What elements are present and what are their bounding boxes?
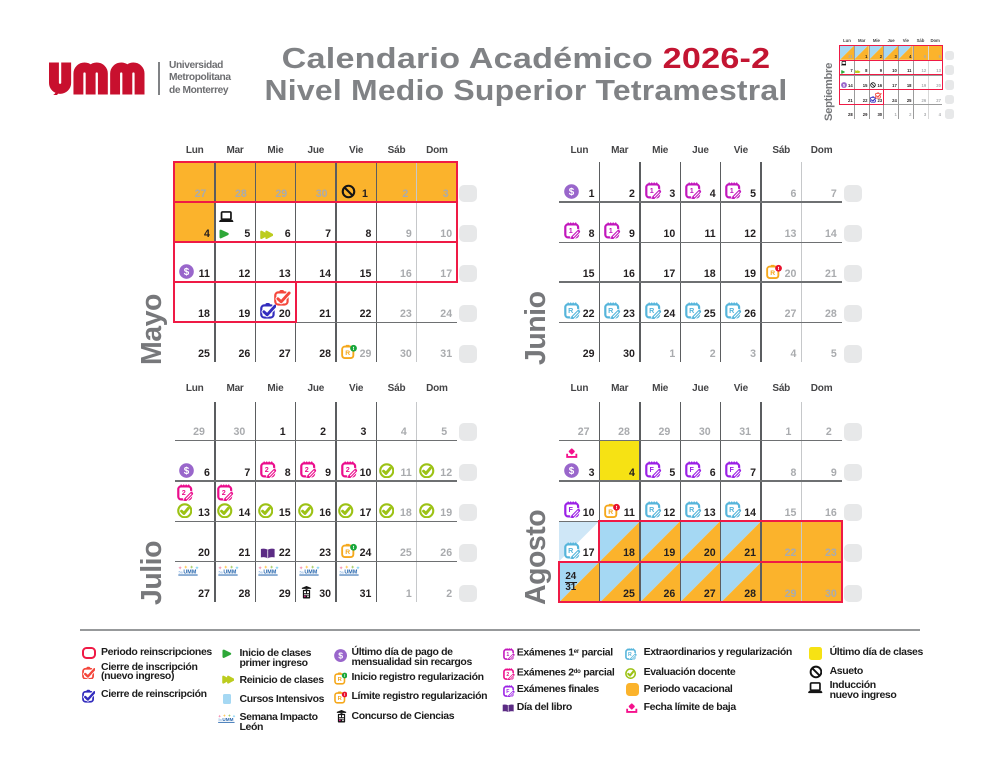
- svg-text:5a: 5a: [340, 570, 345, 574]
- svg-text:R: R: [608, 306, 614, 315]
- svg-text:R: R: [337, 696, 342, 702]
- svg-text:2: 2: [181, 488, 185, 497]
- svg-text:1: 1: [609, 226, 613, 235]
- svg-text:2: 2: [506, 672, 509, 678]
- svg-text:R: R: [770, 269, 775, 276]
- svg-text:UMM: UMM: [304, 569, 317, 575]
- svg-text:UMM: UMM: [264, 569, 277, 575]
- svg-text:2: 2: [345, 465, 349, 474]
- svg-text:R: R: [345, 549, 350, 556]
- svg-text:R: R: [628, 652, 632, 658]
- svg-text:R: R: [689, 505, 695, 514]
- svg-text:F: F: [649, 465, 654, 474]
- svg-text:1: 1: [568, 226, 572, 235]
- svg-text:5a: 5a: [178, 570, 183, 574]
- svg-text:F: F: [568, 505, 573, 514]
- svg-text:5a: 5a: [219, 570, 224, 574]
- svg-text:UMM: UMM: [183, 569, 196, 575]
- svg-text:R: R: [729, 505, 735, 514]
- svg-text:5a: 5a: [299, 570, 304, 574]
- svg-text:R: R: [568, 546, 574, 555]
- svg-text:$: $: [184, 466, 190, 477]
- svg-text:UMM: UMM: [223, 569, 236, 575]
- svg-text:F: F: [689, 465, 694, 474]
- svg-text:R: R: [649, 306, 655, 315]
- svg-text:$: $: [843, 83, 846, 88]
- svg-text:R: R: [345, 350, 350, 357]
- svg-text:UMM: UMM: [222, 717, 233, 722]
- svg-text:R: R: [568, 306, 574, 315]
- svg-text:1: 1: [730, 186, 734, 195]
- svg-text:UMM: UMM: [345, 569, 358, 575]
- svg-text:$: $: [569, 187, 575, 198]
- svg-text:1: 1: [649, 186, 653, 195]
- svg-text:$: $: [184, 267, 190, 278]
- svg-text:R: R: [689, 306, 695, 315]
- svg-text:R: R: [608, 508, 613, 515]
- svg-text:F: F: [730, 465, 735, 474]
- svg-text:2: 2: [222, 488, 226, 497]
- svg-text:2: 2: [265, 465, 269, 474]
- svg-text:R: R: [729, 306, 735, 315]
- svg-text:R: R: [649, 505, 655, 514]
- svg-text:1: 1: [690, 186, 694, 195]
- svg-text:1: 1: [506, 652, 509, 658]
- svg-text:R: R: [337, 677, 342, 683]
- svg-text:F: F: [506, 688, 509, 694]
- svg-text:$: $: [569, 466, 575, 477]
- svg-text:$: $: [338, 650, 343, 660]
- svg-text:2: 2: [305, 465, 309, 474]
- svg-text:5a: 5a: [259, 570, 264, 574]
- svg-text:5a: 5a: [218, 718, 222, 722]
